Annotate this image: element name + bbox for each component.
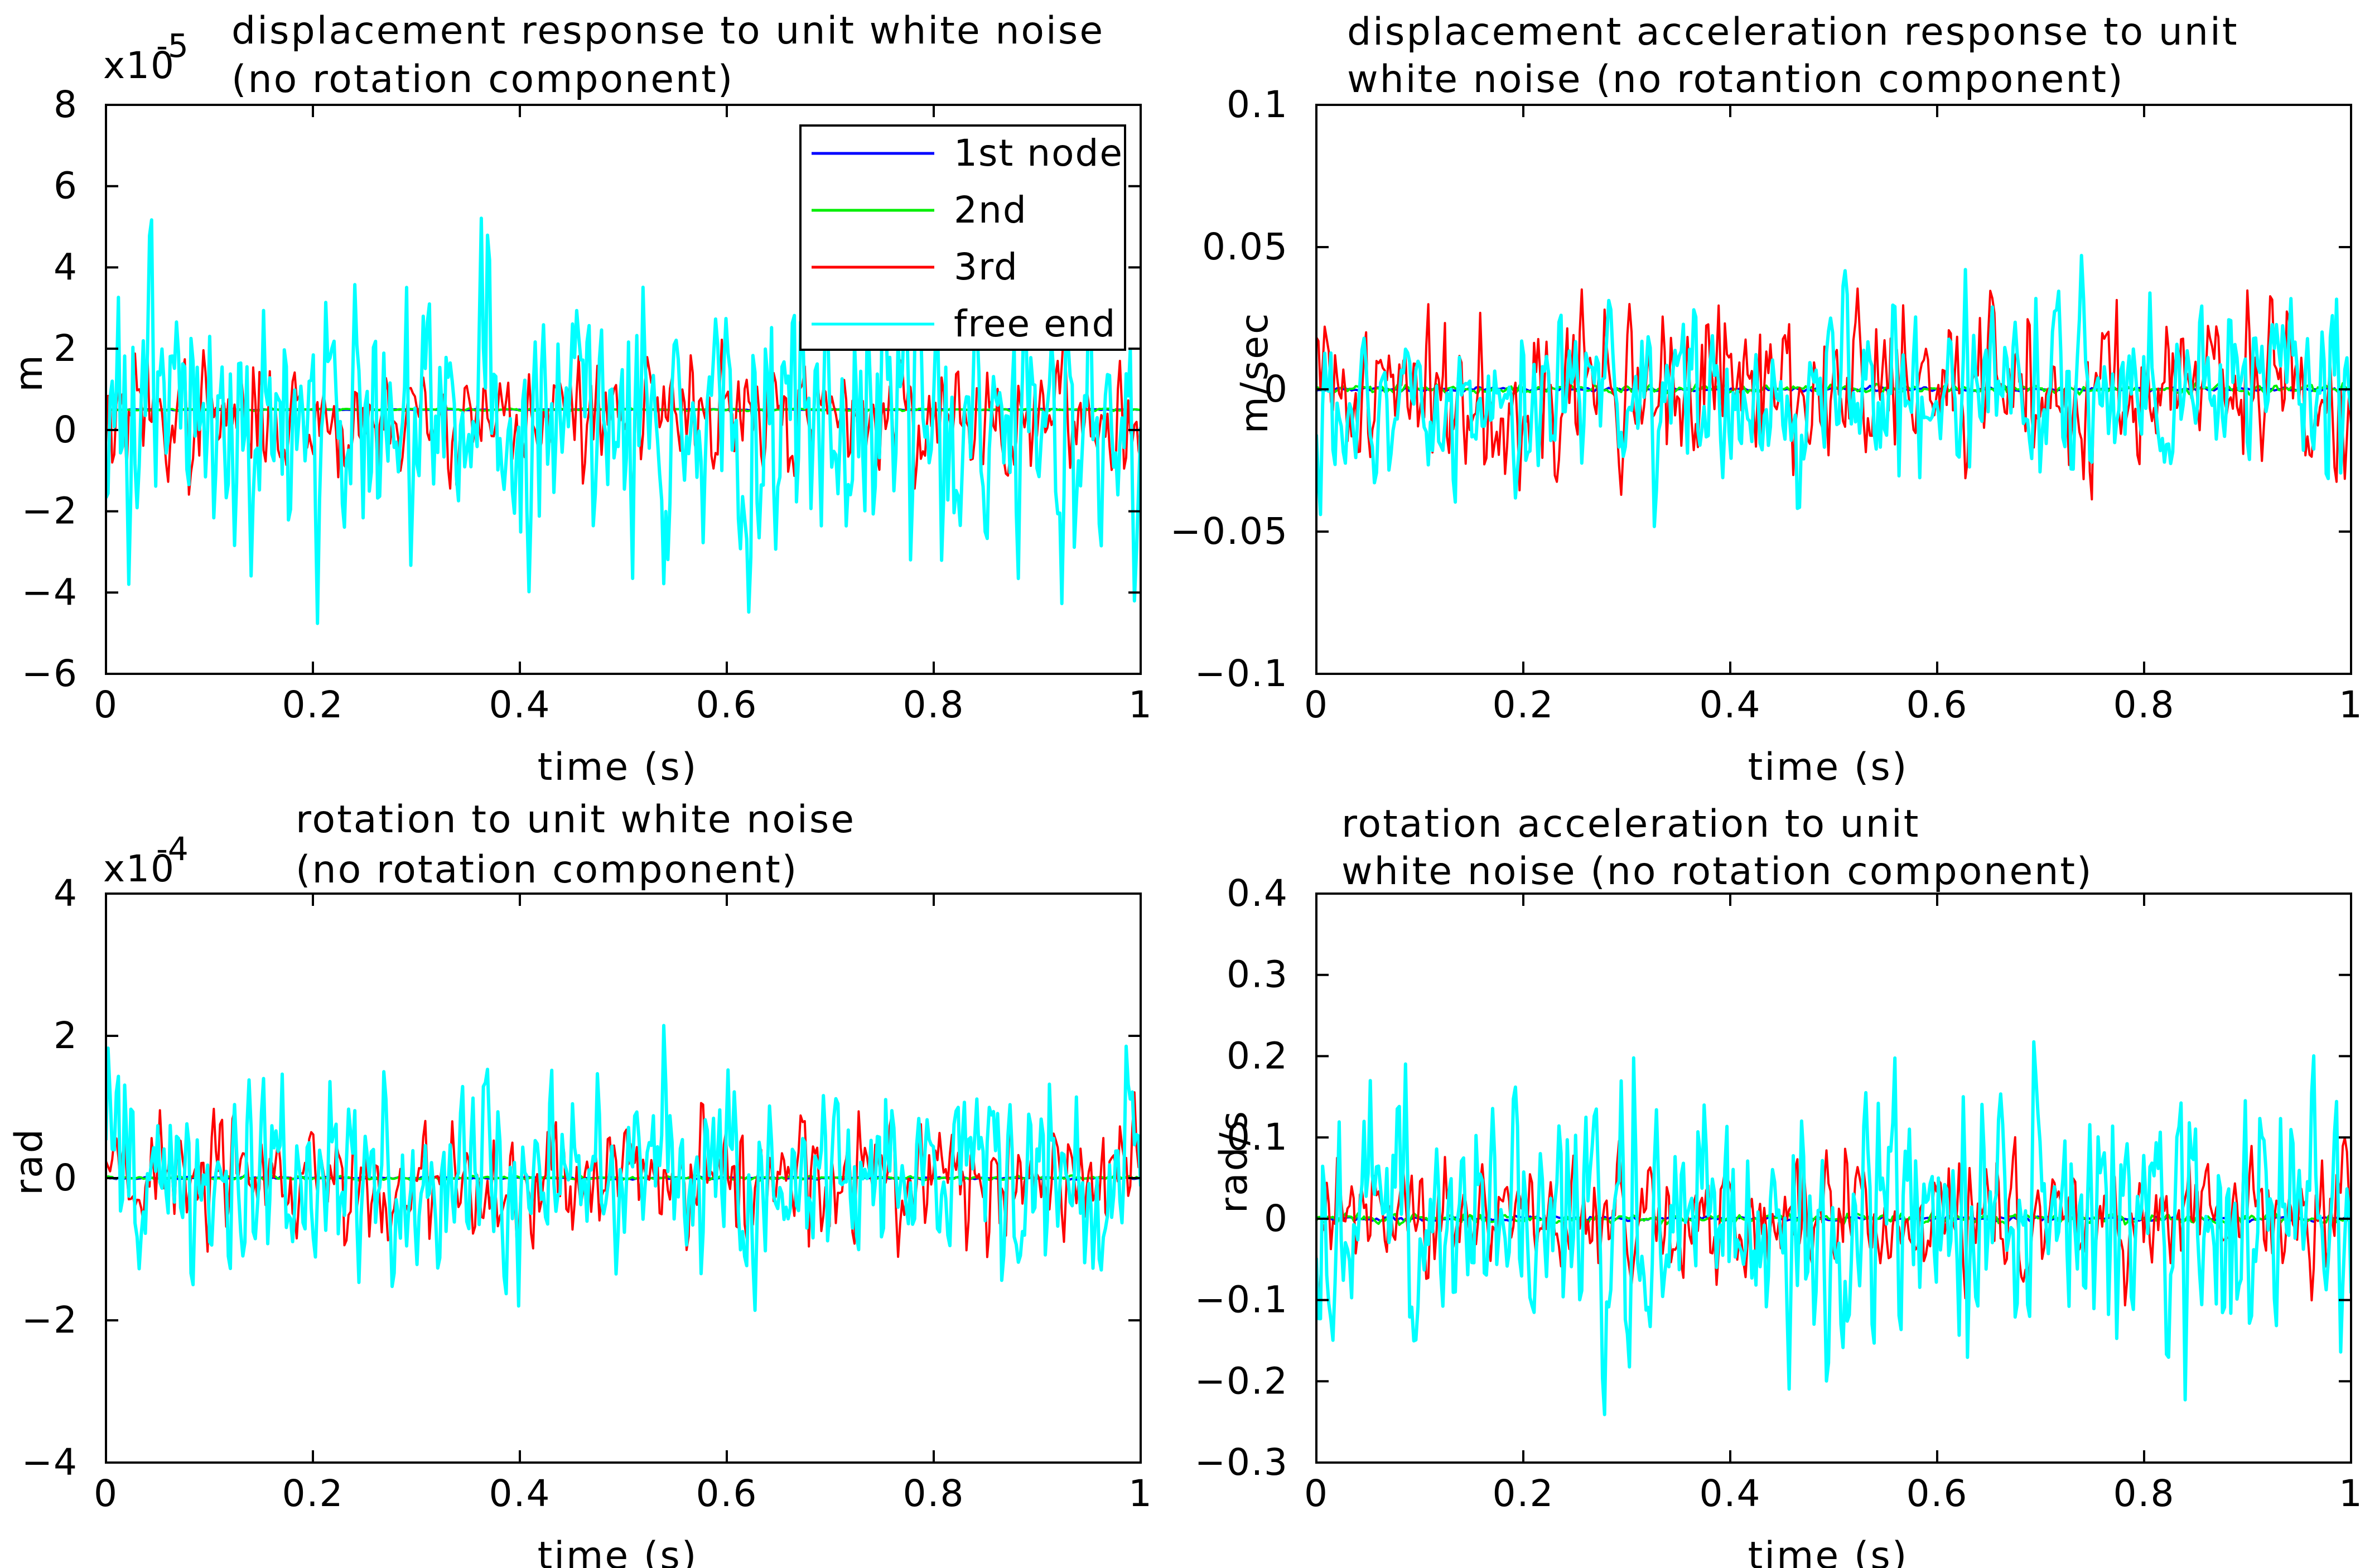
- x-axis-label: time (s): [1748, 745, 1909, 789]
- chart-title-line: rotation to unit white noise: [296, 798, 856, 842]
- y-tick-label: −4: [22, 1441, 78, 1484]
- x-tick-label: 0.6: [1907, 1472, 1968, 1515]
- x-tick-label: 0.4: [1700, 683, 1761, 726]
- y-axis-label: rad: [7, 1127, 51, 1195]
- x-axis-label: time (s): [538, 1534, 698, 1568]
- x-tick-label: 0.2: [282, 683, 344, 726]
- chart-panel-4: 0 0.2 0.4 0.6 0.8 1 −0.3 −0.2 −0.1 0 0.1 0.2 0.3 0.4 r…: [1195, 802, 2363, 1568]
- legend-label-4: free end: [954, 302, 1116, 345]
- y-tick-label: 6: [54, 165, 78, 208]
- y-tick-label: 0.4: [1227, 872, 1288, 915]
- legend-label-1: 1st node: [954, 132, 1123, 175]
- chart-title-line: displacement response to unit white nois…: [231, 9, 1104, 53]
- x-tick-label: 0.2: [282, 1472, 344, 1515]
- y-tick-label: 0.3: [1227, 953, 1288, 996]
- x-tick-label: 0: [94, 1472, 118, 1515]
- y-tick-label: −0.2: [1195, 1359, 1288, 1402]
- y-tick-label: 0: [1264, 368, 1288, 411]
- y-tick-label: 4: [54, 872, 78, 915]
- y-tick-label: 0.1: [1227, 1116, 1288, 1159]
- series-line-4: [106, 209, 1141, 625]
- y-axis-label: m: [7, 353, 51, 392]
- x-tick-label: 0.4: [1700, 1472, 1761, 1515]
- x-tick-label: 0.8: [903, 1472, 965, 1515]
- chart-title-line: (no rotation component): [296, 848, 798, 892]
- chart-title-line: (no rotation component): [231, 57, 734, 102]
- axes-box: [105, 104, 1142, 675]
- x-tick-label: 0.6: [696, 683, 758, 726]
- chart-panel-2: 0 0.2 0.4 0.6 0.8 1 −0.1 −0.05 0 0.05 0.1 displacem…: [1170, 10, 2363, 789]
- series-line-4: [1316, 254, 2351, 528]
- y-tick-label: −0.3: [1195, 1441, 1288, 1484]
- legend-box: [799, 124, 1126, 351]
- axes-box: [1315, 892, 2352, 1464]
- chart-panel-1: 0 0.2 0.4 0.6 0.8 1 −6 −4 −2 0 2 4 6 8 displacement re…: [7, 9, 1153, 789]
- x-tick-label: 0: [94, 683, 118, 726]
- series-line-4: [106, 1024, 1141, 1312]
- x-tick-label: 0.6: [696, 1472, 758, 1515]
- legend-label-2: 2nd: [954, 189, 1027, 231]
- y-tick-label: 0: [1264, 1197, 1288, 1240]
- chart-panel-3: 0 0.2 0.4 0.6 0.8 1 −4 −2 0 2 4 rotation to unit wh…: [7, 798, 1153, 1568]
- y-axis-label: rad/s: [1212, 1109, 1256, 1213]
- y-tick-label: −0.1: [1195, 1278, 1288, 1321]
- y-tick-label: −4: [22, 571, 78, 614]
- x-tick-label: 0.8: [2113, 683, 2175, 726]
- axis-multiplier-exponent: -5: [156, 27, 189, 65]
- y-axis-label: m/sec: [1233, 312, 1277, 434]
- y-tick-label: −2: [22, 490, 78, 533]
- x-axis-label: time (s): [1748, 1534, 1909, 1568]
- x-tick-label: 1: [2339, 683, 2363, 726]
- x-tick-label: 0.8: [2113, 1472, 2175, 1515]
- x-tick-label: 1: [1128, 683, 1153, 726]
- y-tick-label: −0.05: [1170, 510, 1288, 553]
- chart-title-line: displacement acceleration response to un…: [1347, 10, 2239, 54]
- y-tick-label: 0: [54, 1156, 78, 1199]
- y-tick-label: 0.2: [1227, 1034, 1288, 1077]
- y-tick-label: 8: [54, 83, 78, 126]
- y-tick-label: 0.05: [1202, 225, 1288, 268]
- y-tick-label: −6: [22, 652, 78, 695]
- x-tick-label: 0.4: [489, 683, 551, 726]
- series-line-4: [1316, 1040, 2351, 1416]
- x-tick-label: 0: [1304, 1472, 1329, 1515]
- axis-multiplier-exponent: -4: [156, 830, 189, 868]
- y-tick-label: 2: [54, 1014, 78, 1057]
- x-tick-label: 0.6: [1907, 683, 1968, 726]
- chart-title-line: white noise (no rotantion component): [1347, 57, 2125, 102]
- series-line-2: [106, 1174, 1141, 1183]
- x-tick-label: 0.2: [1493, 683, 1555, 726]
- y-tick-label: 2: [54, 327, 78, 370]
- x-tick-label: 0.2: [1493, 1472, 1555, 1515]
- legend-label-3: 3rd: [954, 245, 1019, 288]
- y-tick-label: 0.1: [1227, 83, 1288, 126]
- y-tick-label: −0.1: [1195, 652, 1288, 695]
- chart-title-line: white noise (no rotation component): [1341, 850, 2093, 894]
- legend: 1st node 2nd 3rd free end: [799, 124, 1126, 351]
- x-tick-label: 0.4: [489, 1472, 551, 1515]
- axis-multiplier: x10: [103, 44, 175, 87]
- x-tick-label: 0: [1304, 683, 1329, 726]
- x-tick-label: 1: [2339, 1472, 2363, 1515]
- y-tick-label: 4: [54, 245, 78, 288]
- x-tick-label: 0.8: [903, 683, 965, 726]
- chart-title-line: rotation acceleration to unit: [1341, 802, 1920, 846]
- y-tick-label: −2: [22, 1299, 78, 1342]
- y-tick-label: 0: [54, 408, 78, 451]
- x-tick-label: 1: [1128, 1472, 1153, 1515]
- x-axis-label: time (s): [538, 745, 698, 789]
- axis-multiplier: x10: [103, 847, 175, 890]
